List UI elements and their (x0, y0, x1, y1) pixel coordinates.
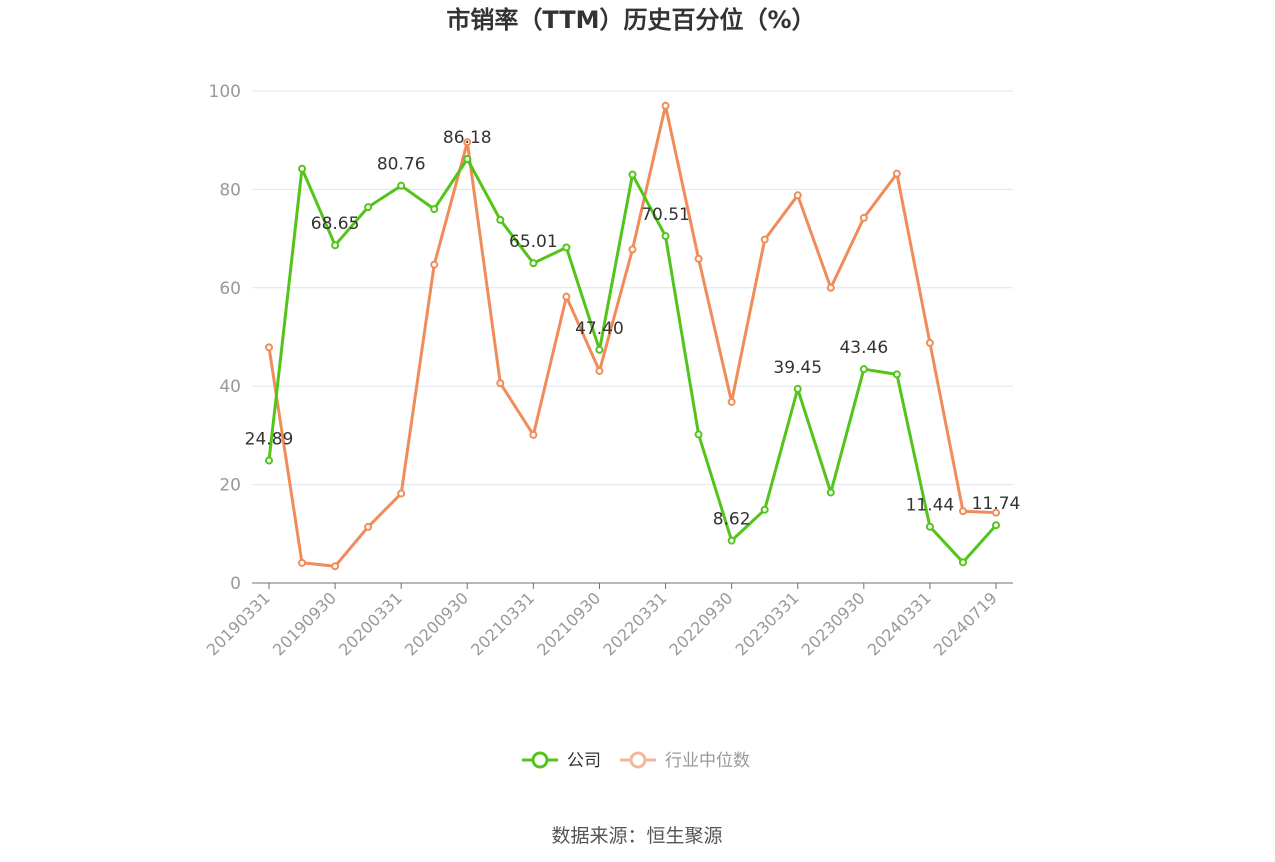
y-tick-label-0: 0 (230, 574, 241, 594)
point-1-2 (331, 562, 340, 571)
x-tick-label-20230930: 20230930 (798, 588, 869, 659)
point-0-10 (595, 345, 604, 354)
source-note: 数据来源：恒生聚源 (551, 825, 722, 847)
y-tick-label-60: 60 (219, 279, 241, 299)
point-0-17 (826, 488, 835, 497)
data-label-0-6: 86.18 (443, 128, 492, 148)
legend-industry-marker (629, 751, 647, 769)
point-1-20 (925, 338, 934, 347)
x-tick-label-20240331: 20240331 (864, 588, 935, 659)
data-labels: 24.89 68.65 80.76 86.18 65.01 47.40 70.51 8.62 3… (245, 128, 1021, 530)
data-label-0-4: 80.76 (377, 155, 426, 175)
x-tick-label-20200331: 20200331 (335, 588, 406, 659)
point-0-1 (298, 164, 307, 173)
point-1-21 (958, 507, 967, 516)
point-0-12 (661, 232, 670, 241)
data-label-0-0: 24.89 (245, 430, 294, 450)
x-tick-label-20210331: 20210331 (467, 588, 538, 659)
legend-company-label: 公司 (567, 751, 601, 771)
point-1-7 (496, 379, 505, 388)
legend-company-marker (531, 751, 549, 769)
x-tick-label-20240719: 20240719 (930, 588, 1001, 659)
x-tick-label-20220331: 20220331 (599, 588, 670, 659)
x-tick-label-20220930: 20220930 (665, 588, 736, 659)
point-0-5 (430, 205, 439, 214)
axes: 0 20 40 60 80 100 2019033120190930202003312020… (203, 82, 1013, 659)
point-0-22 (992, 521, 1000, 530)
point-1-0 (265, 343, 273, 352)
series-line-0 (267, 157, 998, 564)
point-0-18 (859, 365, 868, 374)
data-label-0-20: 11.44 (906, 496, 955, 516)
data-label-0-10: 47.40 (575, 319, 624, 339)
x-tick-label-20200930: 20200930 (401, 588, 472, 659)
legend-item-company[interactable]: 公司 (522, 751, 601, 771)
point-1-5 (430, 260, 439, 269)
point-0-13 (694, 430, 703, 439)
x-tick-label-20190331: 20190331 (203, 588, 274, 659)
point-1-10 (595, 366, 604, 375)
point-0-8 (529, 259, 538, 268)
x-tick-label-20190930: 20190930 (269, 588, 340, 659)
point-0-2 (331, 241, 340, 250)
x-tick-label-20230331: 20230331 (732, 588, 803, 659)
point-1-15 (760, 235, 769, 244)
y-tick-label-40: 40 (219, 377, 241, 397)
point-1-4 (397, 489, 406, 498)
data-label-0-22: 11.74 (972, 494, 1021, 514)
point-1-13 (694, 254, 703, 263)
data-label-0-2: 68.65 (311, 214, 360, 234)
point-0-0 (265, 456, 273, 465)
point-0-19 (892, 370, 901, 379)
point-1-8 (529, 430, 538, 439)
point-1-17 (826, 283, 835, 292)
legend: 公司 行业中位数 (522, 751, 750, 771)
point-1-11 (628, 245, 637, 254)
point-1-6 (463, 138, 472, 147)
point-1-3 (364, 522, 373, 531)
point-0-16 (793, 384, 802, 393)
data-label-0-18: 43.46 (839, 338, 888, 358)
point-0-20 (925, 522, 934, 531)
data-label-0-8: 65.01 (509, 232, 558, 252)
y-tick-label-100: 100 (209, 82, 241, 102)
point-1-1 (298, 558, 307, 567)
series (265, 101, 1000, 571)
point-0-6 (463, 154, 472, 163)
point-0-14 (727, 536, 736, 545)
point-1-18 (859, 213, 868, 222)
point-0-3 (364, 203, 373, 212)
point-1-19 (892, 169, 901, 178)
point-0-4 (397, 181, 406, 190)
chart-title: 市销率（TTM）历史百分位（%） (446, 6, 815, 34)
point-0-15 (760, 505, 769, 514)
point-1-16 (793, 191, 802, 200)
point-0-9 (562, 243, 571, 252)
legend-item-industry[interactable]: 行业中位数 (620, 751, 750, 771)
data-label-0-16: 39.45 (773, 358, 822, 378)
data-label-0-12: 70.51 (641, 205, 690, 225)
point-0-11 (628, 170, 637, 179)
point-0-21 (958, 558, 967, 567)
grid (252, 90, 1013, 486)
point-1-14 (727, 397, 736, 406)
y-tick-label-20: 20 (219, 476, 241, 496)
data-label-0-14: 8.62 (713, 510, 751, 530)
point-1-22 (992, 508, 1000, 517)
point-1-9 (562, 292, 571, 301)
y-tick-label-80: 80 (219, 180, 241, 200)
x-tick-label-20210930: 20210930 (533, 588, 604, 659)
legend-industry-label: 行业中位数 (665, 751, 750, 771)
point-1-12 (661, 101, 670, 110)
point-0-7 (496, 215, 505, 224)
